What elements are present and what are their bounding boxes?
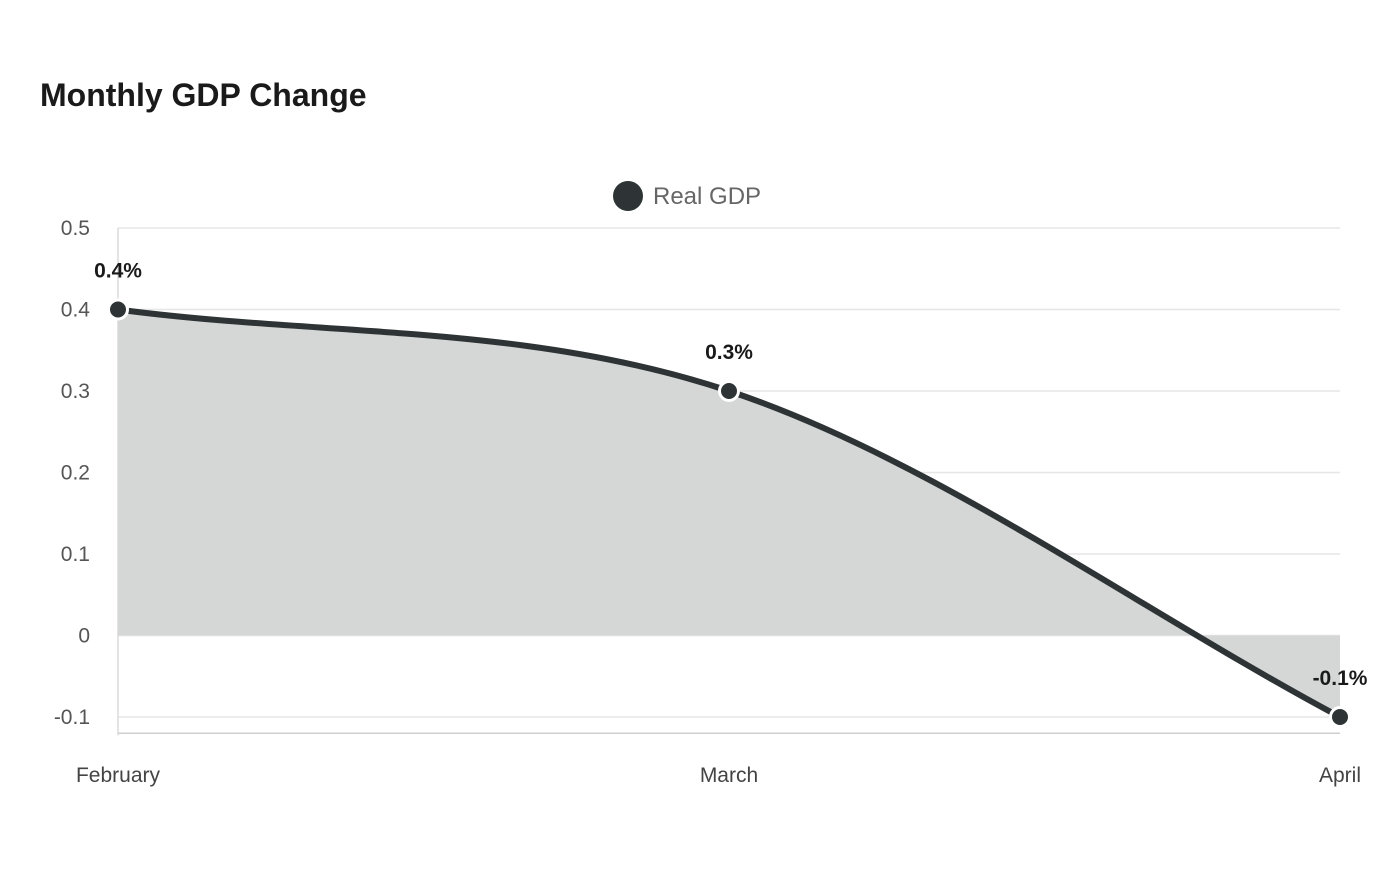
legend[interactable]: Real GDP — [613, 181, 761, 211]
data-labels: 0.4% 0.3% -0.1% — [94, 260, 1368, 691]
series-area-fill — [118, 309, 1340, 717]
x-tick-label: March — [700, 764, 758, 787]
data-label-march: 0.3% — [705, 341, 753, 364]
y-tick-label: 0.4 — [61, 299, 91, 322]
data-points — [107, 298, 1351, 728]
x-axis-ticks: February March April — [76, 764, 1361, 787]
legend-label-real-gdp: Real GDP — [653, 183, 761, 210]
legend-swatch-real-gdp — [613, 181, 643, 211]
data-point-february — [107, 298, 129, 321]
y-tick-label: 0 — [78, 625, 90, 648]
chart-title: Monthly GDP Change — [40, 77, 367, 113]
y-tick-label: 0.5 — [61, 217, 90, 240]
data-label-april: -0.1% — [1313, 667, 1368, 690]
y-tick-label: 0.1 — [61, 543, 90, 566]
y-tick-label: 0.2 — [61, 462, 90, 485]
data-point-march — [718, 380, 740, 402]
y-tick-label: -0.1 — [54, 706, 90, 729]
data-point-april — [1329, 706, 1351, 728]
x-tick-label: February — [76, 764, 161, 787]
y-axis-ticks: 0.5 0.4 0.3 0.2 0.1 0 -0.1 — [54, 217, 90, 729]
data-label-february: 0.4% — [94, 260, 142, 283]
x-tick-label: April — [1319, 764, 1361, 787]
y-tick-label: 0.3 — [61, 380, 90, 403]
